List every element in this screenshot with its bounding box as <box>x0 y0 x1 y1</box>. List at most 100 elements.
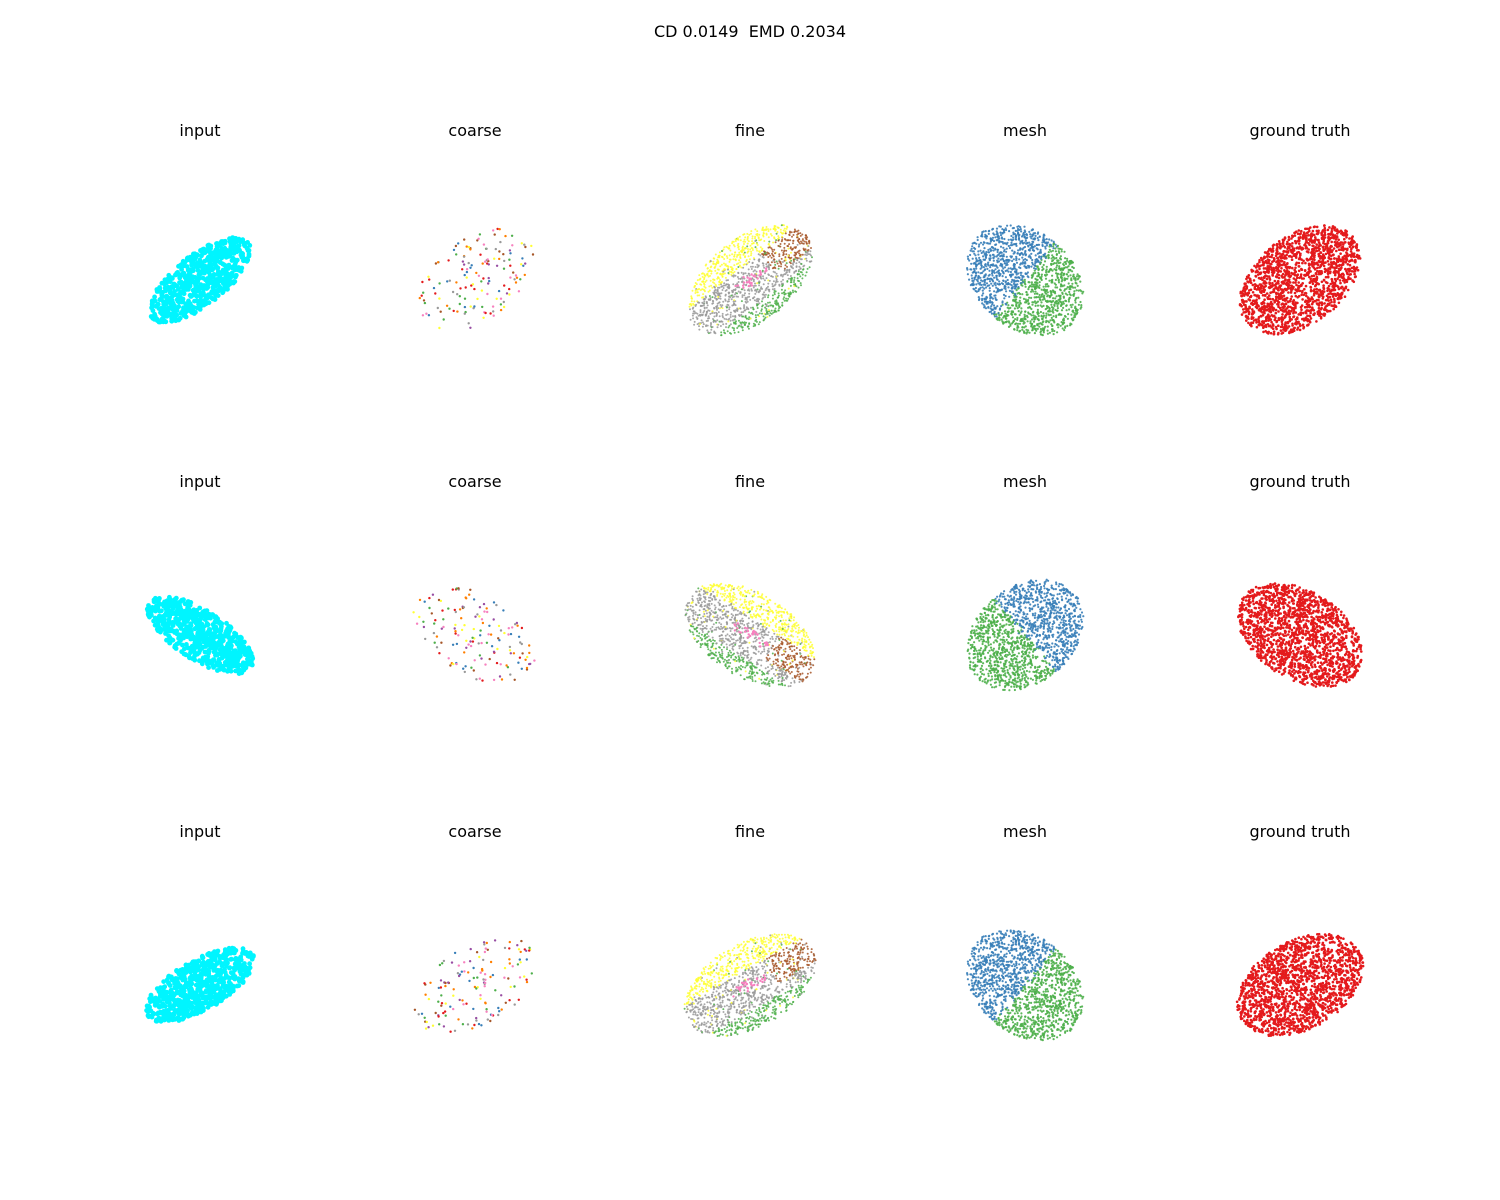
ground-truth-point <box>1276 257 1280 260</box>
mesh-point <box>1050 303 1053 306</box>
fine-point <box>692 317 695 320</box>
mesh-point <box>994 281 997 284</box>
mesh-point <box>1021 278 1024 281</box>
mesh-point <box>1039 327 1042 331</box>
ground-truth-point <box>1316 232 1319 236</box>
mesh-point <box>1018 248 1022 251</box>
fine-point <box>795 269 798 272</box>
fine-point <box>742 249 745 252</box>
fine-point <box>769 304 772 307</box>
fine-point <box>751 261 754 264</box>
fine-point <box>738 235 741 238</box>
fine-point <box>747 308 750 311</box>
ground-truth-point <box>1326 289 1329 293</box>
input-point <box>217 273 223 278</box>
mesh-point <box>1076 284 1079 287</box>
fine-point <box>725 255 728 258</box>
mesh-point <box>1044 299 1047 303</box>
mesh-point <box>1017 310 1020 313</box>
fine-point <box>745 301 748 304</box>
fine-point <box>782 232 785 235</box>
fine-point <box>758 289 761 292</box>
mesh-point <box>1033 296 1036 299</box>
fine-point <box>729 296 732 299</box>
ground-truth-point <box>1313 240 1316 243</box>
fine-point <box>751 240 754 243</box>
fine-point <box>749 317 752 320</box>
ground-truth-point <box>1287 325 1291 328</box>
mesh-point <box>1041 266 1044 269</box>
mesh-point <box>1044 325 1047 328</box>
ground-truth-point <box>1283 237 1287 240</box>
mesh-point <box>995 315 998 318</box>
mesh-point <box>1064 262 1068 265</box>
mesh-point <box>1041 241 1044 244</box>
coarse-point <box>498 228 501 231</box>
mesh-point <box>1006 278 1009 282</box>
fine-point <box>703 307 706 310</box>
fine-point <box>805 257 808 260</box>
mesh-point <box>1013 328 1016 331</box>
fine-point <box>726 313 729 316</box>
fine-point <box>767 305 770 308</box>
mesh-point <box>1030 318 1034 321</box>
mesh-point <box>1005 228 1008 232</box>
fine-point <box>758 284 761 287</box>
fine-point <box>722 329 725 332</box>
ground-truth-point <box>1289 287 1293 291</box>
fine-point <box>761 305 764 308</box>
fine-point <box>736 310 739 312</box>
fine-point <box>729 319 732 322</box>
mesh-point <box>1007 307 1010 310</box>
fine-point <box>715 307 718 310</box>
mesh-point <box>1067 313 1070 316</box>
fine-point <box>757 237 760 240</box>
fine-point <box>754 237 756 240</box>
ground-truth-point <box>1328 271 1332 275</box>
ground-truth-point <box>1335 266 1338 269</box>
fine-point <box>773 288 776 290</box>
mesh-point <box>1019 242 1022 245</box>
fine-point <box>750 306 752 309</box>
mesh-point <box>1018 305 1021 308</box>
fine-point <box>706 302 708 305</box>
fine-point <box>786 265 788 268</box>
mesh-point <box>1012 252 1015 255</box>
mesh-point <box>1032 238 1035 241</box>
mesh-point <box>1039 262 1042 266</box>
fine-point <box>767 228 769 231</box>
mesh-point <box>1009 267 1012 270</box>
mesh-point <box>1000 254 1003 257</box>
mesh-point <box>998 274 1001 277</box>
fine-point <box>734 238 737 241</box>
fine-point <box>785 249 788 252</box>
input-point <box>165 284 171 290</box>
fine-point <box>748 295 751 298</box>
fine-point <box>801 253 804 256</box>
mesh-point <box>996 250 999 254</box>
mesh-point <box>1027 288 1030 291</box>
mesh-point <box>1079 307 1082 310</box>
fine-point <box>746 251 749 254</box>
mesh-point <box>1060 280 1063 283</box>
fine-point <box>754 228 757 231</box>
mesh-point <box>1052 299 1055 303</box>
fine-point <box>765 303 768 306</box>
coarse-point <box>467 245 471 249</box>
ground-truth-point <box>1310 302 1314 306</box>
mesh-point <box>988 242 992 245</box>
mesh-point <box>977 245 980 248</box>
mesh-point <box>1012 226 1015 230</box>
input-point <box>206 254 212 260</box>
mesh-point <box>1012 243 1015 246</box>
fine-point <box>723 317 726 320</box>
fine-point <box>798 268 800 271</box>
mesh-point <box>1023 225 1026 228</box>
mesh-point <box>1067 275 1070 278</box>
fine-point <box>793 285 796 288</box>
mesh-point <box>1014 299 1017 302</box>
ground-truth-point <box>1289 328 1293 331</box>
fine-point <box>717 256 720 259</box>
mesh-point <box>1015 303 1018 306</box>
input-point <box>198 248 203 253</box>
